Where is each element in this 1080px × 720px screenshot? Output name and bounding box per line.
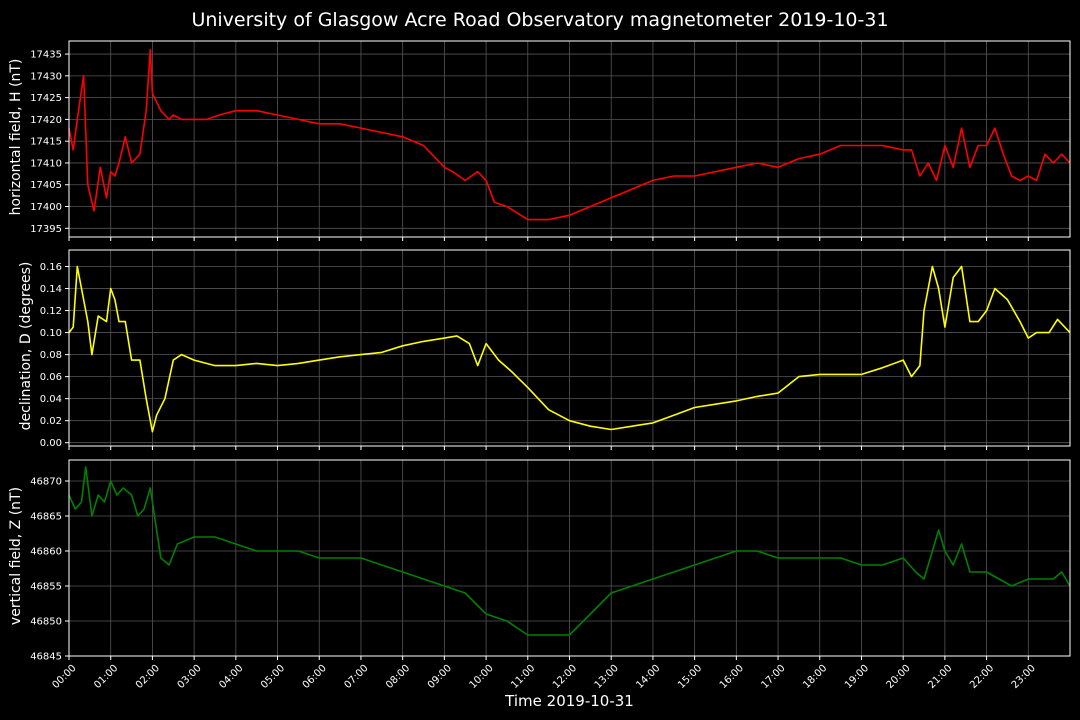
ytick-label-z: 46850 bbox=[30, 617, 62, 628]
xtick-label: 16:00 bbox=[718, 663, 746, 691]
xtick-label: 19:00 bbox=[843, 663, 871, 691]
xaxis-label: Time 2019-10-31 bbox=[505, 692, 634, 710]
xtick-label: 10:00 bbox=[468, 663, 496, 691]
ytick-label-z: 46860 bbox=[30, 547, 62, 558]
ytick-label-d: 0.16 bbox=[40, 262, 62, 273]
ytick-label-z: 46845 bbox=[30, 652, 62, 663]
xtick-label: 22:00 bbox=[968, 663, 996, 691]
series-line-d bbox=[68, 265, 1071, 433]
ytick-label-h: 17425 bbox=[30, 93, 62, 104]
ytick-label-z: 46855 bbox=[30, 582, 62, 593]
xtick-label: 02:00 bbox=[134, 663, 162, 691]
xtick-label: 23:00 bbox=[1010, 663, 1038, 691]
ytick-label-d: 0.10 bbox=[40, 328, 62, 339]
xtick-label: 12:00 bbox=[551, 663, 579, 691]
ytick-label-z: 46870 bbox=[30, 477, 62, 488]
ytick-label-h: 17435 bbox=[30, 50, 62, 61]
chart-title: University of Glasgow Acre Road Observat… bbox=[191, 9, 889, 31]
xtick-label: 07:00 bbox=[342, 663, 370, 691]
ytick-label-d: 0.04 bbox=[40, 394, 62, 405]
ytick-label-d: 0.00 bbox=[40, 438, 62, 449]
xtick-label: 13:00 bbox=[593, 663, 621, 691]
ytick-label-d: 0.06 bbox=[40, 372, 62, 383]
xtick-label: 05:00 bbox=[259, 663, 287, 691]
ytick-label-h: 17405 bbox=[30, 180, 62, 191]
ytick-label-d: 0.14 bbox=[40, 284, 62, 295]
ytick-label-z: 46865 bbox=[30, 512, 62, 523]
xtick-label: 03:00 bbox=[176, 663, 204, 691]
ytick-label-h: 17420 bbox=[30, 115, 62, 126]
xtick-label: 21:00 bbox=[926, 663, 954, 691]
ytick-label-h: 17430 bbox=[30, 71, 62, 82]
xtick-label: 17:00 bbox=[760, 663, 788, 691]
xtick-label: 08:00 bbox=[384, 663, 412, 691]
xtick-label: 18:00 bbox=[801, 663, 829, 691]
xtick-label: 11:00 bbox=[509, 663, 537, 691]
xtick-label: 09:00 bbox=[426, 663, 454, 691]
series-line-h bbox=[68, 48, 1071, 221]
ytick-label-d: 0.02 bbox=[40, 416, 62, 427]
ytick-label-d: 0.08 bbox=[40, 350, 62, 361]
ytick-label-h: 17395 bbox=[30, 224, 62, 235]
xtick-label: 06:00 bbox=[301, 663, 329, 691]
xtick-label: 20:00 bbox=[885, 663, 913, 691]
ytick-label-d: 0.12 bbox=[40, 306, 62, 317]
ytick-label-h: 17415 bbox=[30, 137, 62, 148]
xtick-label: 15:00 bbox=[676, 663, 704, 691]
xtick-label: 01:00 bbox=[92, 663, 120, 691]
xtick-label: 00:00 bbox=[50, 663, 78, 691]
series-line-z bbox=[68, 466, 1071, 636]
ytick-label-h: 17410 bbox=[30, 158, 62, 169]
xtick-label: 04:00 bbox=[217, 663, 245, 691]
ytick-label-h: 17400 bbox=[30, 202, 62, 213]
xtick-label: 14:00 bbox=[634, 663, 662, 691]
